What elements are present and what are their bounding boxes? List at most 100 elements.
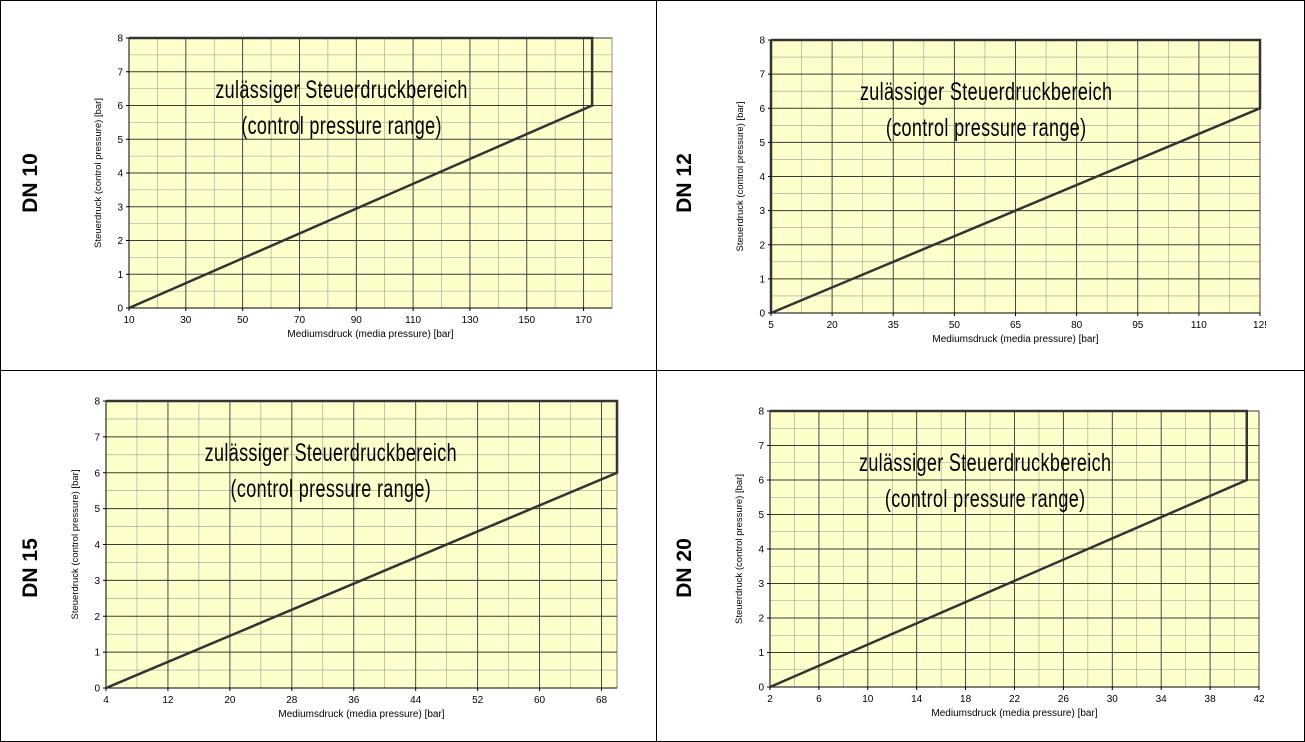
y-tick-label: 0: [758, 683, 764, 694]
y-tick-label: 0: [759, 309, 765, 320]
y-tick-label: 8: [117, 34, 123, 45]
x-axis-label: Mediumsdruck (media pressure) [bar]: [931, 708, 1097, 719]
x-tick-label: 110: [1191, 320, 1207, 331]
y-tick-label: 1: [759, 274, 765, 285]
x-tick-label: 28: [286, 695, 298, 706]
chart-cell-dn15: DN 15 0 1 2 3 4 5 6 7 8 4 12 20 28 36 44 52 60 68 Mediumsd…: [1, 371, 656, 741]
y-tick-label: 4: [117, 169, 123, 180]
x-tick-label: 130: [462, 315, 479, 326]
y-axis-label: Steuerdruck (control pressure) [bar]: [734, 474, 745, 624]
x-tick-label: 26: [1058, 694, 1070, 705]
y-tick-label: 1: [117, 270, 123, 281]
y-tick-label: 5: [759, 138, 765, 149]
annotation-line-1: zulässiger Steuerdruckbereich: [215, 75, 467, 104]
x-tick-label: 70: [294, 315, 306, 326]
boundary-line: [770, 38, 1262, 315]
chart-svg-dn12: 0 1 2 3 4 5 6 7 8 5 20 35 50 65 80 95 110 12! Mediumsdruck…: [735, 36, 1267, 346]
annotation-line-2: (control pressure range): [231, 474, 432, 503]
y-tick-label: 5: [117, 135, 123, 146]
x-tick-label: 12!: [1253, 320, 1267, 331]
x-tick-label: 6: [816, 694, 822, 705]
y-tick-label: 3: [758, 579, 764, 590]
boundary-line: [105, 399, 619, 690]
x-axis-label: Mediumsdruck (media pressure) [bar]: [932, 334, 1098, 345]
x-tick-label: 90: [351, 315, 363, 326]
y-tick-label: 3: [759, 206, 765, 217]
y-tick-label: 1: [758, 648, 764, 659]
y-tick-label: 2: [758, 614, 764, 625]
boundary-line: [769, 409, 1249, 689]
x-tick-label: 95: [1132, 320, 1144, 331]
y-tick-label: 4: [94, 540, 100, 551]
x-tick-label: 30: [1107, 694, 1119, 705]
y-tick-label: 7: [759, 70, 765, 81]
x-tick-label: 18: [960, 694, 972, 705]
annotation-line-2: (control pressure range): [886, 113, 1087, 142]
y-tick-label: 7: [758, 441, 764, 452]
y-tick-label: 1: [94, 648, 100, 659]
y-tick-label: 4: [758, 545, 764, 556]
y-axis-label: Steuerdruck (control pressure) [bar]: [735, 102, 746, 252]
x-tick-label: 30: [180, 315, 192, 326]
y-tick-label: 6: [94, 468, 100, 479]
annotation-line-1: zulässiger Steuerdruckbereich: [205, 438, 457, 467]
y-tick-label: 6: [759, 104, 765, 115]
x-tick-label: 34: [1156, 694, 1168, 705]
y-tick-label: 3: [117, 202, 123, 213]
x-tick-label: 35: [888, 320, 900, 331]
y-tick-label: 0: [94, 684, 100, 695]
chart-cell-dn20: DN 20 0 1 2 3 4 5 6 7 8 2 6 10 14 18 22 26 30 34 38 42 Mediu…: [657, 371, 1304, 741]
vertical-divider: [656, 1, 657, 741]
y-axis-label: Steuerdruck (control pressure) [bar]: [70, 470, 81, 620]
y-tick-label: 8: [94, 397, 100, 408]
x-tick-label: 44: [410, 695, 422, 706]
x-axis-label: Mediumsdruck (media pressure) [bar]: [278, 709, 444, 720]
x-tick-label: 36: [348, 695, 360, 706]
x-tick-label: 14: [911, 694, 923, 705]
y-tick-label: 7: [94, 432, 100, 443]
y-tick-label: 7: [117, 67, 123, 78]
y-tick-label: 5: [758, 510, 764, 521]
y-tick-label: 0: [117, 304, 123, 315]
y-tick-label: 4: [759, 172, 765, 183]
x-tick-label: 150: [518, 315, 535, 326]
x-tick-label: 60: [534, 695, 546, 706]
y-axis-label: Steuerdruck (control pressure) [bar]: [93, 98, 104, 248]
y-tick-label: 8: [759, 36, 765, 47]
x-tick-label: 12: [162, 695, 174, 706]
annotation-line-2: (control pressure range): [241, 111, 442, 140]
y-tick-label: 6: [117, 101, 123, 112]
x-tick-label: 42: [1253, 694, 1265, 705]
x-tick-label: 80: [1071, 320, 1083, 331]
chart-cell-dn12: DN 12 0 1 2 3 4 5 6 7 8 5 20 35 50 65 80 95 110 12! Medium…: [657, 1, 1304, 370]
y-tick-label: 8: [758, 407, 764, 418]
x-tick-label: 68: [596, 695, 608, 706]
horizontal-divider: [1, 370, 1304, 371]
x-tick-label: 10: [862, 694, 874, 705]
annotation-line-2: (control pressure range): [885, 484, 1086, 513]
x-tick-label: 52: [472, 695, 484, 706]
x-tick-label: 50: [237, 315, 249, 326]
x-tick-label: 4: [103, 695, 109, 706]
x-tick-label: 65: [1010, 320, 1022, 331]
x-tick-label: 38: [1205, 694, 1217, 705]
x-tick-label: 110: [405, 315, 421, 326]
x-axis-label: Mediumsdruck (media pressure) [bar]: [287, 329, 453, 340]
y-tick-label: 2: [759, 240, 765, 251]
x-tick-label: 5: [768, 320, 774, 331]
x-tick-label: 50: [949, 320, 961, 331]
x-tick-label: 20: [827, 320, 839, 331]
annotation-line-1: zulässiger Steuerdruckbereich: [859, 448, 1111, 477]
x-tick-label: 2: [767, 694, 773, 705]
x-tick-label: 170: [575, 315, 592, 326]
boundary-line: [128, 36, 594, 310]
y-tick-label: 2: [117, 236, 123, 247]
x-tick-label: 20: [224, 695, 236, 706]
x-tick-label: 10: [123, 315, 135, 326]
y-tick-label: 5: [94, 504, 100, 515]
x-tick-label: 22: [1009, 694, 1021, 705]
annotation-line-1: zulässiger Steuerdruckbereich: [860, 77, 1112, 106]
